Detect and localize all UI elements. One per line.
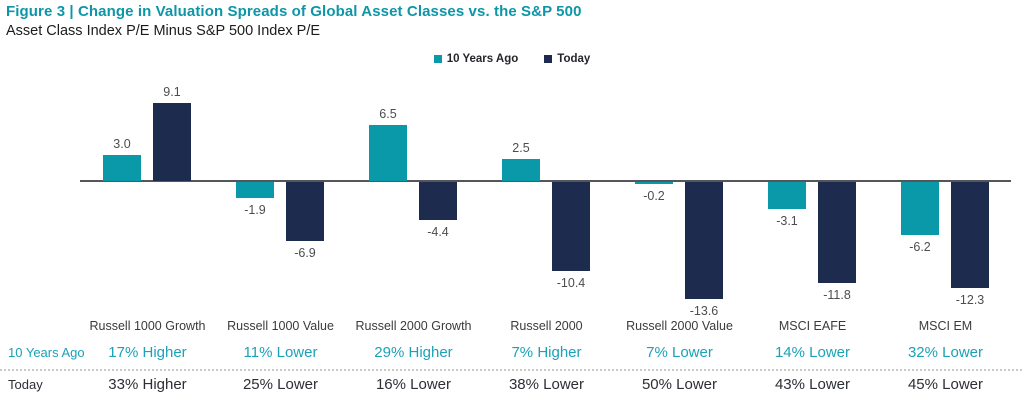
table-cell: 33% Higher — [108, 376, 187, 393]
bar-value-label: -11.8 — [823, 288, 851, 302]
table-row-divider — [0, 369, 1022, 371]
table-row-today: Today 33% Higher 25% Lower 16% Lower 38% Lo… — [0, 369, 1012, 400]
table-row-label: 10 Years Ago — [8, 344, 85, 360]
category-label: Russell 2000 — [510, 319, 583, 333]
bar-value-label: -3.1 — [776, 214, 798, 228]
table-cell: 17% Higher — [108, 343, 187, 361]
table-cell: 32% Lower — [907, 343, 984, 361]
bar-10-years-ago — [768, 182, 806, 209]
bar-value-label: -1.9 — [244, 203, 266, 217]
figure-title: Figure 3 | Change in Valuation Spreads o… — [6, 3, 582, 20]
table-row-10-years-ago: 10 Years Ago 17% Higher 11% Lower 29% High… — [0, 335, 1012, 369]
bar-today — [153, 103, 191, 181]
bar-value-label: -4.4 — [427, 225, 449, 239]
table-cell: 25% Lower — [242, 376, 319, 393]
bar-10-years-ago — [369, 125, 407, 181]
table-cell: 11% Lower — [243, 343, 318, 361]
category-label: MSCI EM — [918, 319, 973, 333]
bar-10-years-ago — [103, 155, 141, 181]
legend-swatch-teal-icon — [433, 55, 442, 63]
table-cell: 16% Lower — [375, 376, 452, 393]
category-label: Russell 2000 Growth — [355, 319, 472, 333]
bar-today — [818, 182, 856, 283]
category-label: Russell 2000 Value — [626, 319, 733, 333]
legend-swatch-navy-icon — [544, 55, 553, 63]
bar-today — [286, 182, 324, 241]
bar-today — [552, 182, 590, 271]
table-cell: 14% Lower — [774, 343, 851, 361]
x-axis-line — [80, 180, 1011, 182]
bar-10-years-ago — [502, 159, 540, 181]
bar-10-years-ago — [635, 182, 673, 184]
bar-value-label: -0.2 — [643, 189, 665, 203]
table-cell: 7% Higher — [511, 343, 582, 361]
table-cell: 29% Higher — [374, 343, 453, 361]
bar-value-label: -13.6 — [689, 304, 719, 318]
legend-item-today: Today — [544, 53, 590, 65]
legend-label: Today — [557, 53, 591, 65]
table-cell: 38% Lower — [508, 376, 585, 393]
bar-value-label: -12.3 — [955, 293, 985, 307]
table-row-label: Today — [8, 377, 43, 392]
table-cell: 45% Lower — [907, 376, 984, 393]
category-label-row: Russell 1000 Growth Russell 1000 Value Rus… — [0, 317, 1012, 335]
category-label: Russell 1000 Growth — [89, 319, 206, 333]
bar-value-label: 6.5 — [379, 107, 397, 121]
chart-legend: 10 Years Ago Today — [0, 53, 1024, 65]
bar-today — [419, 182, 457, 220]
bar-value-label: 2.5 — [512, 141, 530, 155]
bar-10-years-ago — [901, 182, 939, 235]
legend-label: 10 Years Ago — [446, 53, 519, 65]
bar-10-years-ago — [236, 182, 274, 198]
bar-value-label: 9.1 — [163, 85, 181, 99]
table-cell: 7% Lower — [646, 343, 713, 361]
bar-today — [951, 182, 989, 288]
category-label: MSCI EAFE — [778, 319, 847, 333]
bar-value-label: -10.4 — [556, 276, 586, 290]
bar-today — [685, 182, 723, 299]
bar-value-label: 3.0 — [113, 137, 131, 151]
legend-item-10-years-ago: 10 Years Ago — [433, 53, 519, 65]
table-cell: 43% Lower — [774, 376, 851, 393]
table-cell: 50% Lower — [641, 376, 718, 393]
category-label: Russell 1000 Value — [227, 319, 334, 333]
bar-value-label: -6.2 — [909, 240, 931, 254]
bar-value-label: -6.9 — [294, 246, 316, 260]
figure-subtitle: Asset Class Index P/E Minus S&P 500 Inde… — [6, 23, 321, 39]
